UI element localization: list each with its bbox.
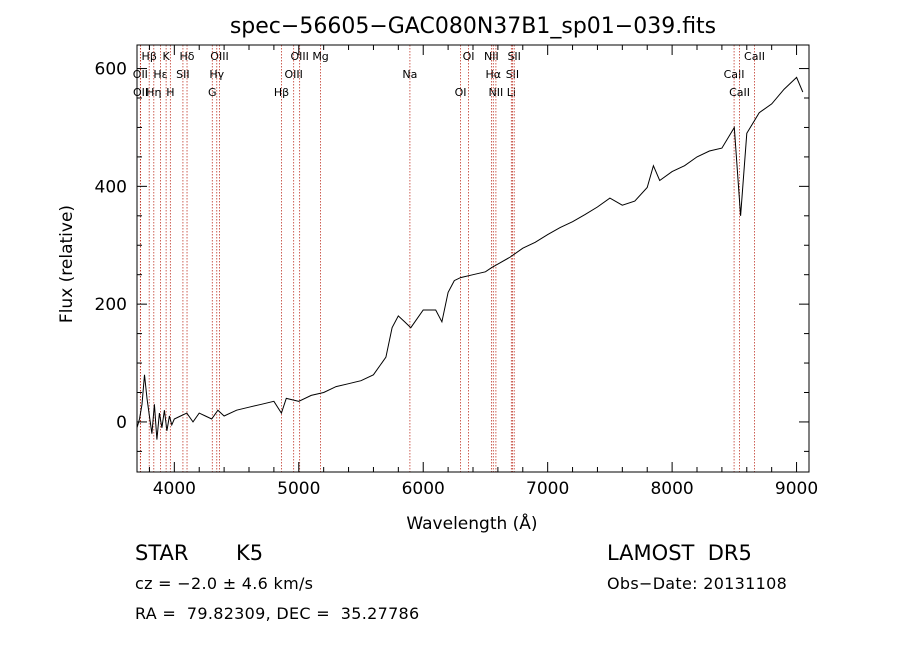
line-marker-label: Na [402,68,417,81]
line-marker-label: OIII [210,50,228,63]
tick-label: 9000 [775,479,818,499]
line-marker-label: Li [507,86,516,99]
object-class: STAR [135,541,189,565]
tick-label: 200 [95,295,127,315]
survey-release: LAMOST DR5 [607,541,752,565]
axis-ticks: 4000 5000 6000 7000 8000 9000 0 200 400 600 [95,45,818,499]
line-marker-label: H [166,86,174,99]
line-marker-label: Hη [146,86,161,99]
line-marker-label: Hδ [180,50,195,63]
tick-label: 400 [95,177,127,197]
redshift-velocity: cz = −2.0 ± 4.6 km/s [135,574,314,593]
line-marker-label: G [208,86,217,99]
line-marker-label: OIII [290,50,308,63]
spectrum-line [136,76,804,440]
tick-label: 4000 [153,479,196,499]
plot-frame [136,44,810,473]
tick-label: 8000 [650,479,693,499]
line-marker-label: OIII [284,68,302,81]
line-marker-label: NII [489,86,504,99]
line-marker-label: Hε [153,68,167,81]
sky-coordinates: RA = 79.82309, DEC = 35.27786 [135,604,420,623]
emission-line-markers: HβOIIOIIKHεHηHδSIIHOIIIHγGOIIIOIIIHβMgNa… [133,45,765,472]
line-marker-label: SII [506,68,519,81]
line-marker-label: OI [463,50,475,63]
line-marker-label: CaII [729,86,750,99]
line-marker-label: Hβ [142,50,157,63]
line-marker-label: NII [484,50,499,63]
line-marker-label: SII [507,50,520,63]
tick-label: 600 [95,60,127,80]
observation-date: Obs−Date: 20131108 [607,574,788,593]
tick-label: 6000 [402,479,445,499]
line-marker-label: K [163,50,171,63]
line-marker-label: OI [455,86,467,99]
line-marker-label: CaII [724,68,745,81]
tick-label: 5000 [277,479,320,499]
tick-label: 0 [116,413,127,433]
x-axis-label: Wavelength (Å) [406,512,537,534]
object-subclass: K5 [236,541,264,565]
line-marker-label: SII [176,68,189,81]
line-marker-label: Mg [312,50,328,63]
line-marker-label: Hβ [274,86,289,99]
chart-title: spec−56605−GAC080N37B1_sp01−039.fits [230,14,716,39]
line-marker-label: Hα [486,68,502,81]
line-marker-label: Hγ [209,68,224,81]
tick-label: 7000 [526,479,569,499]
y-axis-label: Flux (relative) [57,205,77,323]
line-marker-label: CaII [744,50,765,63]
